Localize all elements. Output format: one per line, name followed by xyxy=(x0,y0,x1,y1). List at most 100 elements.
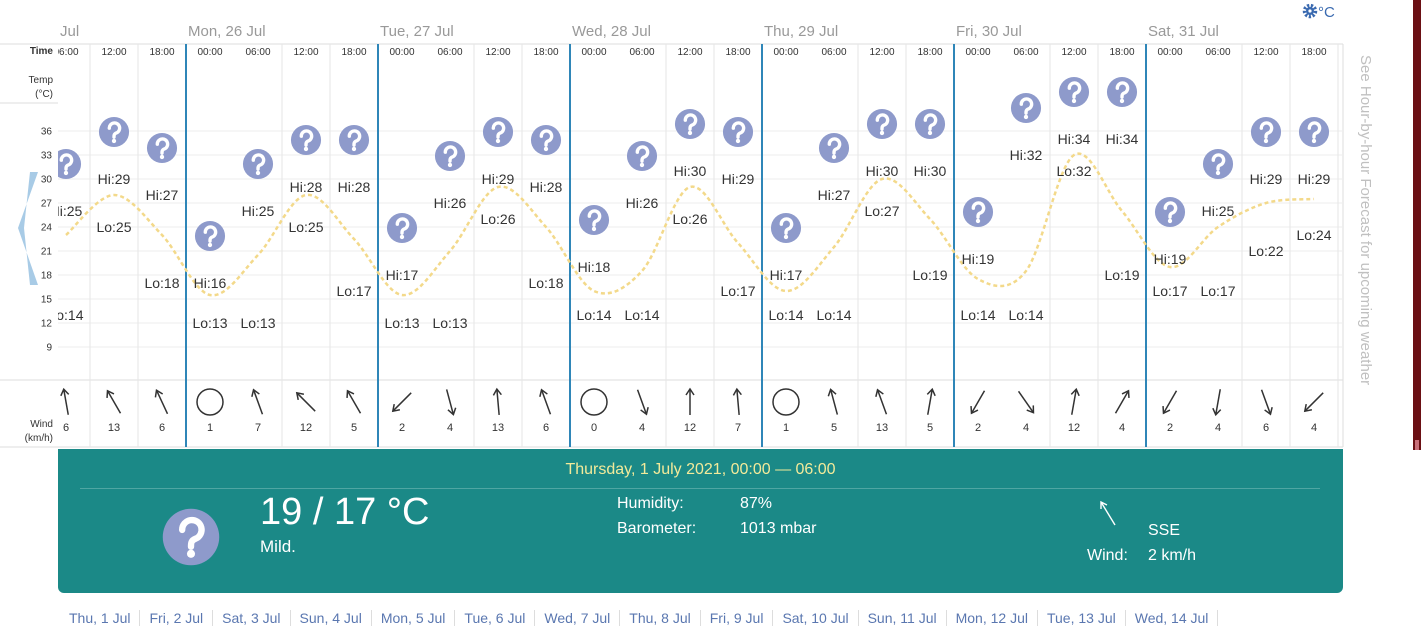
weather-icon xyxy=(161,507,221,567)
wind-speed: 12 xyxy=(1068,422,1080,434)
time-label: 18:00 xyxy=(1109,47,1134,58)
arrow-head xyxy=(1303,403,1313,413)
date-link[interactable]: Mon, 12 Jul xyxy=(947,610,1038,626)
y-tick-label: 33 xyxy=(41,151,53,162)
wind-speed: 6 xyxy=(63,422,69,434)
weather-icon xyxy=(530,124,562,156)
wind-arrow xyxy=(926,387,936,415)
arrow-shaft xyxy=(252,389,264,415)
wind-speed: 4 xyxy=(1311,422,1317,434)
wind-speed: 6 xyxy=(159,422,165,434)
arrow-head xyxy=(391,403,401,413)
weather-icon xyxy=(674,108,706,140)
lo-label: Lo:17 xyxy=(336,283,371,299)
wind-speed: 1 xyxy=(783,422,789,434)
weather-icon xyxy=(914,108,946,140)
previous-button[interactable] xyxy=(18,172,38,285)
date-link[interactable]: Tue, 13 Jul xyxy=(1038,610,1126,626)
time-label: 06:00 xyxy=(437,47,462,58)
time-label: 12:00 xyxy=(677,47,702,58)
time-label: 00:00 xyxy=(581,47,606,58)
time-label: 12:00 xyxy=(485,47,510,58)
arrow-head xyxy=(1070,387,1080,397)
hi-label: Hi:18 xyxy=(578,259,611,275)
date-link[interactable]: Thu, 1 Jul xyxy=(60,610,141,626)
weather-icon xyxy=(482,116,514,148)
hi-label: Hi:28 xyxy=(338,179,371,195)
arrow-shaft xyxy=(296,392,316,412)
hi-label: Hi:27 xyxy=(818,187,851,203)
wind-speed: 2 xyxy=(1167,422,1173,434)
wind-arrow xyxy=(636,389,649,416)
wind-unit: (km/h) xyxy=(25,433,53,444)
lo-label: Lo:14 xyxy=(1008,307,1043,323)
weather-icon xyxy=(818,132,850,164)
time-label: 12:00 xyxy=(869,47,894,58)
y-tick-label: 18 xyxy=(41,271,53,282)
humidity-label: Humidity: xyxy=(617,495,684,512)
lo-label: Lo:27 xyxy=(864,203,899,219)
time-label: Time xyxy=(30,46,54,57)
wind-speed: 5 xyxy=(351,422,357,434)
wind-arrow xyxy=(732,387,742,416)
hourly-link[interactable]: See Hour-by-hour Forecast for upcoming w… xyxy=(1357,55,1374,386)
wind-speed: 1 xyxy=(207,422,213,434)
weather-icon xyxy=(578,204,610,236)
wind-arrow xyxy=(106,389,122,414)
time-label: 06:00 xyxy=(821,47,846,58)
wind-speed: 12 xyxy=(300,422,312,434)
arrow-shaft xyxy=(927,389,933,415)
hi-label: Hi:32 xyxy=(1010,147,1043,163)
time-label: 00:00 xyxy=(197,47,222,58)
date-link[interactable]: Sun, 4 Jul xyxy=(291,610,372,626)
date-link[interactable]: Sat, 10 Jul xyxy=(773,610,859,626)
lo-label: Lo:26 xyxy=(672,211,707,227)
time-label: 06:00 xyxy=(1205,47,1230,58)
date-link[interactable]: Wed, 7 Jul xyxy=(535,610,621,626)
detail-title: Thursday, 1 July 2021, 00:00 — 06:00 xyxy=(565,461,836,478)
day-label: Thu, 29 Jul xyxy=(764,23,838,40)
hi-label: Hi:34 xyxy=(1058,131,1091,147)
weather-icon xyxy=(770,212,802,244)
edge-image xyxy=(1413,0,1421,450)
wind-arrow xyxy=(1100,500,1116,526)
date-link[interactable]: Mon, 5 Jul xyxy=(372,610,456,626)
weather-icon xyxy=(194,220,226,252)
date-link[interactable]: Tue, 6 Jul xyxy=(455,610,536,626)
time-label: 18:00 xyxy=(1301,47,1326,58)
time-label: 12:00 xyxy=(101,47,126,58)
wind-value: 2 km/h xyxy=(1148,547,1197,564)
detail-desc: Mild. xyxy=(260,537,296,556)
date-link[interactable]: Sat, 3 Jul xyxy=(213,610,291,626)
date-link[interactable]: Fri, 9 Jul xyxy=(701,610,774,626)
wind-speed: 7 xyxy=(735,422,741,434)
arrow-head xyxy=(970,406,979,415)
arrow-head xyxy=(732,387,742,396)
arrow-shaft xyxy=(1071,389,1077,415)
date-link[interactable]: Fri, 2 Jul xyxy=(140,610,214,626)
lo-label: Lo:14 xyxy=(624,307,659,323)
day-label: Mon, 26 Jul xyxy=(188,23,266,40)
date-link[interactable]: Wed, 14 Jul xyxy=(1126,610,1219,626)
calm-wind xyxy=(772,388,800,416)
wind-speed: 5 xyxy=(831,422,837,434)
weather-icon xyxy=(1106,76,1138,108)
time-label: 18:00 xyxy=(725,47,750,58)
weather-icon xyxy=(434,140,466,172)
arrow-shaft xyxy=(346,390,362,414)
wind-arrow xyxy=(827,388,839,415)
wind-speed: 13 xyxy=(876,422,888,434)
date-link[interactable]: Thu, 8 Jul xyxy=(620,610,701,626)
unit-toggle[interactable]: °C xyxy=(1318,4,1335,21)
arrow-head xyxy=(875,388,884,397)
date-link[interactable]: Sun, 11 Jul xyxy=(859,610,947,626)
hi-label: Hi:30 xyxy=(674,163,707,179)
y-tick-label: 12 xyxy=(41,319,53,330)
time-label: 18:00 xyxy=(533,47,558,58)
wind-arrow xyxy=(970,390,986,415)
hi-label: Hi:30 xyxy=(914,163,947,179)
wind-arrow xyxy=(539,388,552,415)
lo-label: Lo:17 xyxy=(720,283,755,299)
settings-icon[interactable] xyxy=(1302,3,1318,19)
wind-arrow xyxy=(60,387,70,415)
